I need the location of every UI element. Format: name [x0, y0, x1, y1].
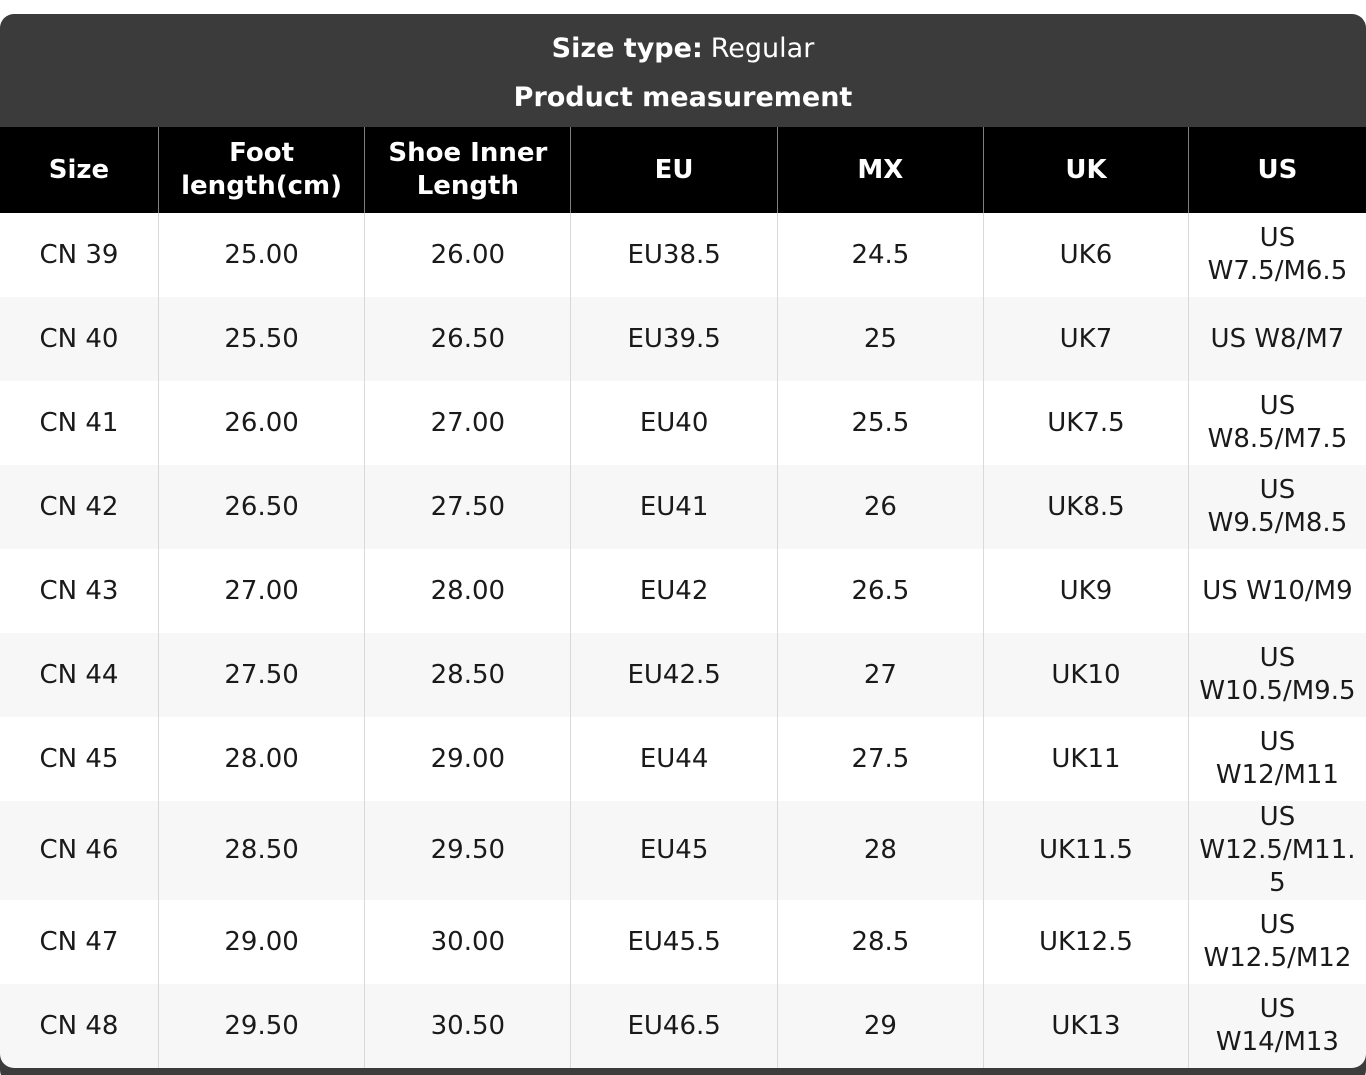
column-header-foot-length: Foot length(cm) [158, 127, 366, 213]
table-cell: 25 [777, 297, 985, 381]
column-header-size: Size [0, 127, 159, 213]
table-cell: US W14/M13 [1215, 994, 1339, 1057]
table-row: CN 41 26.00 27.00 EU40 25.5 UK7.5 US W8.5/M7.5 [0, 381, 1366, 465]
table-cell: 28.00 [158, 717, 366, 801]
table-cell: US W10/M9 [1202, 575, 1353, 606]
table-cell: CN 48 [0, 984, 159, 1068]
column-header-shoe-inner-length: Shoe Inner Length [364, 127, 572, 213]
table-cell: UK12.5 [983, 900, 1189, 984]
table-cell: EU41 [570, 465, 778, 549]
table-cell: 26.5 [777, 549, 985, 633]
table-cell: 27.50 [158, 633, 366, 717]
table-cell: 27.00 [158, 549, 366, 633]
table-cell: 25.00 [158, 213, 366, 297]
table-cell: 26.00 [364, 213, 572, 297]
table-row: CN 47 29.00 30.00 EU45.5 28.5 UK12.5 US W12.5/… [0, 900, 1366, 984]
table-cell: EU45.5 [570, 900, 778, 984]
table-cell: CN 41 [0, 381, 159, 465]
table-cell: 24.5 [777, 213, 985, 297]
table-cell: CN 47 [0, 900, 159, 984]
table-row: CN 40 25.50 26.50 EU39.5 25 UK7 US W8/M7 [0, 297, 1366, 381]
table-cell: UK7 [983, 297, 1189, 381]
table-cell: US W10.5/M9.5 [1199, 643, 1356, 706]
table-cell: 27.50 [364, 465, 572, 549]
table-cell: UK13 [983, 984, 1189, 1068]
table-cell: 25.5 [777, 381, 985, 465]
table-row: CN 44 27.50 28.50 EU42.5 27 UK10 US W10.5/M9.5 [0, 633, 1366, 717]
table-row: CN 46 28.50 29.50 EU45 28 UK11.5 US W12.5/M11.… [0, 801, 1366, 900]
table-cell: 26 [777, 465, 985, 549]
table-cell: EU45 [570, 801, 778, 900]
table-cell: EU44 [570, 717, 778, 801]
table-cell: EU39.5 [570, 297, 778, 381]
table-cell: EU40 [570, 381, 778, 465]
table-cell: UK8.5 [983, 465, 1189, 549]
size-type-label: Size type: [551, 33, 703, 64]
size-type-value: Regular [710, 33, 815, 64]
table-cell: 29.50 [364, 801, 572, 900]
table-cell: UK11.5 [983, 801, 1189, 900]
table-cell: 28 [777, 801, 985, 900]
size-table-body: CN 39 25.00 26.00 EU38.5 24.5 UK6 US W7.5/M6.5… [0, 213, 1366, 1068]
table-cell: UK11 [983, 717, 1189, 801]
table-cell: UK9 [983, 549, 1189, 633]
size-chart-card: Size type: Regular Product measurement Si… [0, 14, 1366, 1075]
table-cell: 29.00 [364, 717, 572, 801]
table-cell: US W12.5/M11.5 [1199, 802, 1356, 898]
table-cell: 25.50 [158, 297, 366, 381]
card-header: Size type: Regular Product measurement [0, 14, 1366, 127]
table-cell: US W9.5/M8.5 [1207, 475, 1348, 538]
table-header-row: Size Foot length(cm) Shoe Inner Length E… [0, 127, 1366, 213]
column-header-mx: MX [777, 127, 985, 213]
table-cell: 27.00 [364, 381, 572, 465]
table-cell: EU42 [570, 549, 778, 633]
table-cell: 28.50 [158, 801, 366, 900]
table-cell: 27.5 [777, 717, 985, 801]
size-table: Size Foot length(cm) Shoe Inner Length E… [0, 127, 1366, 1068]
table-cell: 28.5 [777, 900, 985, 984]
table-cell: 26.50 [364, 297, 572, 381]
table-row: CN 48 29.50 30.50 EU46.5 29 UK13 US W14/M13 [0, 984, 1366, 1068]
table-cell: US W7.5/M6.5 [1207, 223, 1348, 286]
table-cell: 30.50 [364, 984, 572, 1068]
table-row: CN 43 27.00 28.00 EU42 26.5 UK9 US W10/M9 [0, 549, 1366, 633]
table-cell: US W8/M7 [1210, 323, 1345, 354]
table-cell: EU42.5 [570, 633, 778, 717]
table-cell: US W12.5/M12 [1203, 910, 1352, 973]
table-cell: 29.00 [158, 900, 366, 984]
table-cell: CN 42 [0, 465, 159, 549]
product-measurement-title: Product measurement [513, 82, 853, 113]
size-type-row: Size type: Regular [20, 32, 1346, 65]
column-header-eu: EU [570, 127, 778, 213]
table-cell: 29 [777, 984, 985, 1068]
table-cell: CN 40 [0, 297, 159, 381]
table-cell: EU46.5 [570, 984, 778, 1068]
table-cell: UK6 [983, 213, 1189, 297]
table-row: CN 42 26.50 27.50 EU41 26 UK8.5 US W9.5/M8.5 [0, 465, 1366, 549]
column-header-uk: UK [983, 127, 1189, 213]
column-header-us: US [1188, 127, 1366, 213]
table-cell: CN 46 [0, 801, 159, 900]
table-cell: US W12/M11 [1215, 727, 1339, 790]
table-row: CN 39 25.00 26.00 EU38.5 24.5 UK6 US W7.5/M6.5 [0, 213, 1366, 297]
table-cell: UK10 [983, 633, 1189, 717]
table-cell: 28.00 [364, 549, 572, 633]
table-cell: 29.50 [158, 984, 366, 1068]
table-cell: CN 44 [0, 633, 159, 717]
table-cell: 28.50 [364, 633, 572, 717]
table-cell: CN 39 [0, 213, 159, 297]
table-cell: UK7.5 [983, 381, 1189, 465]
table-cell: 27 [777, 633, 985, 717]
table-cell: 26.50 [158, 465, 366, 549]
table-cell: 30.00 [364, 900, 572, 984]
table-cell: 26.00 [158, 381, 366, 465]
table-row: CN 45 28.00 29.00 EU44 27.5 UK11 US W12/M11 [0, 717, 1366, 801]
table-cell: CN 43 [0, 549, 159, 633]
table-cell: US W8.5/M7.5 [1207, 391, 1348, 454]
table-cell: CN 45 [0, 717, 159, 801]
table-cell: EU38.5 [570, 213, 778, 297]
